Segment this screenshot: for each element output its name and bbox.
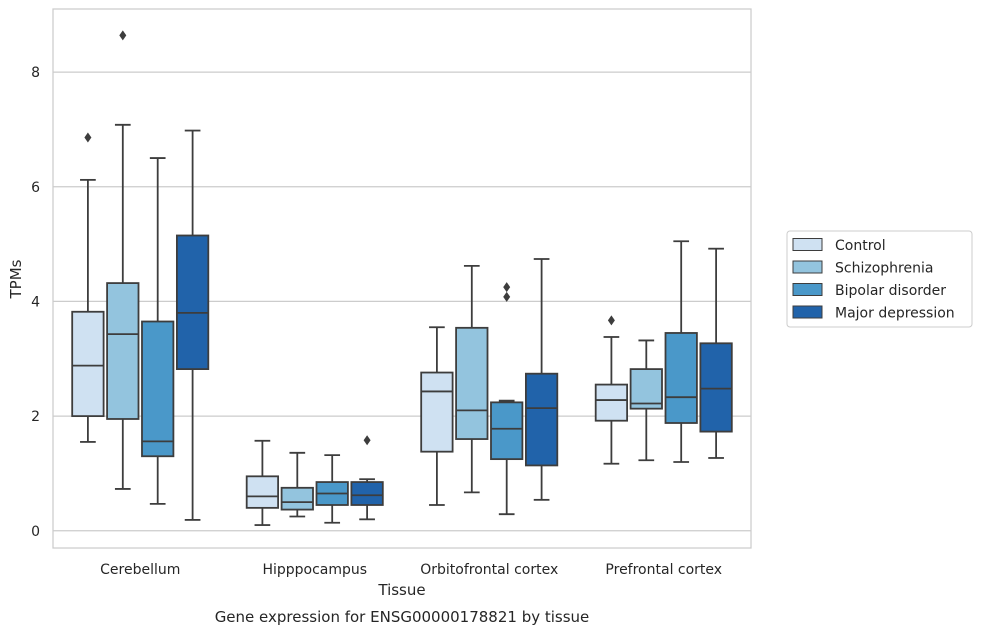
y-axis-ticks: 0 2 4 6 8 xyxy=(31,65,40,540)
box-major-depression xyxy=(175,129,210,521)
box-schizophrenia xyxy=(106,30,140,490)
y-tick-label: 6 xyxy=(31,180,40,196)
box-iqr xyxy=(71,310,105,418)
outlier-marker xyxy=(503,291,511,302)
box-schizophrenia xyxy=(455,264,489,494)
legend-swatch xyxy=(792,305,823,319)
box-series xyxy=(71,30,733,526)
box-major-depression xyxy=(699,247,733,459)
box-iqr xyxy=(175,234,210,370)
box-iqr xyxy=(664,332,698,424)
box-iqr xyxy=(350,481,384,506)
x-tick-label: Hipppocampus xyxy=(262,562,367,578)
y-tick-label: 4 xyxy=(31,294,40,310)
box-iqr xyxy=(490,401,524,461)
box-schizophrenia xyxy=(280,451,314,518)
plot-area-frame xyxy=(52,8,752,549)
box-bipolar-disorder xyxy=(141,157,175,505)
box-control xyxy=(594,315,629,465)
box-iqr xyxy=(455,326,489,440)
box-iqr xyxy=(699,342,733,433)
outlier-marker xyxy=(119,30,127,41)
outlier-marker xyxy=(503,282,511,293)
chart-caption: Gene expression for ENSG00000178821 by t… xyxy=(215,608,590,626)
box-iqr xyxy=(594,383,629,422)
outlier-marker xyxy=(607,315,615,326)
x-tick-label: Prefrontal cortex xyxy=(605,562,722,578)
y-axis-label: TPMs xyxy=(7,259,25,299)
legend-label: Major depression xyxy=(835,306,955,322)
box-bipolar-disorder xyxy=(664,240,698,463)
box-major-depression xyxy=(524,258,559,501)
box-iqr xyxy=(106,282,140,420)
legend-swatch xyxy=(792,260,823,274)
box-major-depression xyxy=(350,435,384,521)
y-tick-label: 2 xyxy=(31,409,40,425)
box-iqr xyxy=(629,368,663,410)
outlier-marker xyxy=(84,132,92,143)
legend-swatch xyxy=(792,283,823,296)
x-axis-label: Tissue xyxy=(377,581,425,599)
outlier-marker xyxy=(363,435,371,446)
legend: Control Schizophrenia Bipolar disorder Majo… xyxy=(786,230,973,328)
legend-frame xyxy=(786,230,973,328)
box-bipolar-disorder xyxy=(490,282,524,516)
box-control xyxy=(71,132,105,443)
legend-label: Bipolar disorder xyxy=(835,283,946,299)
box-control xyxy=(420,326,454,506)
box-schizophrenia xyxy=(629,339,663,462)
x-axis-ticks: Cerebellum Hipppocampus Orbitofrontal cort… xyxy=(100,562,722,578)
box-iqr xyxy=(245,475,280,509)
x-tick-label: Orbitofrontal cortex xyxy=(420,562,558,578)
box-iqr xyxy=(280,486,314,511)
legend-label: Control xyxy=(835,238,886,254)
legend-swatch xyxy=(792,238,823,251)
x-tick-label: Cerebellum xyxy=(100,562,180,578)
box-iqr xyxy=(141,320,175,458)
legend-label: Schizophrenia xyxy=(835,261,933,277)
y-tick-label: 0 xyxy=(31,524,40,540)
box-bipolar-disorder xyxy=(315,454,349,524)
box-control xyxy=(245,439,280,526)
box-iqr xyxy=(524,372,559,467)
y-tick-label: 8 xyxy=(31,65,40,81)
box-iqr xyxy=(420,371,454,453)
